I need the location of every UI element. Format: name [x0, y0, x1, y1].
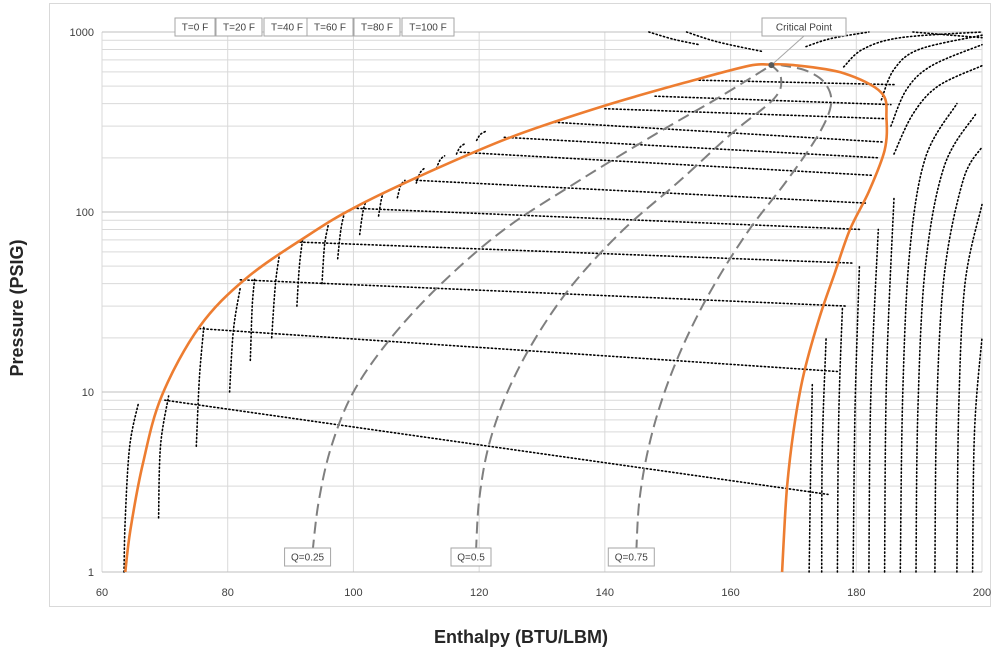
y-tick-label: 1000 [70, 27, 94, 39]
vapor-isotherm-line [883, 196, 895, 573]
vapor-isotherm-line [956, 203, 983, 573]
liquid-isotherm-line [270, 251, 281, 339]
isotherm-plateau-line [415, 179, 867, 204]
liquid-isotherm-line [195, 326, 205, 447]
quality-line [311, 64, 772, 552]
x-tick-label: 100 [344, 587, 362, 599]
critical-point-label: Critical Point [776, 23, 832, 34]
isotherm-label: T=80 F [361, 23, 393, 34]
isotherm-label: T=20 F [223, 23, 255, 34]
x-tick-label: 200 [973, 587, 991, 599]
dome-layer [124, 62, 889, 573]
x-tick-label: 60 [96, 587, 108, 599]
vapor-isotherm-line [971, 337, 983, 573]
y-tick-label: 10 [82, 387, 94, 399]
tick-layer: 60 80 100 120 140 160 180 200 1 10 100 1000 [70, 27, 992, 599]
vapor-isotherm-line [890, 43, 983, 127]
x-tick-label: 180 [847, 587, 865, 599]
vapor-isotherm-line [852, 265, 861, 573]
x-tick-label: 120 [470, 587, 488, 599]
isotherm-label: T=40 F [271, 23, 303, 34]
liquid-isotherm-line [475, 130, 487, 142]
isotherm-layer [123, 31, 983, 573]
x-tick-label: 160 [721, 587, 739, 599]
isotherm-label: T=100 F [409, 23, 447, 34]
vapor-isotherm-line [893, 64, 983, 155]
isotherm-label-box [401, 17, 455, 37]
liquid-isotherm-line [157, 395, 170, 519]
vapor-isotherm-line [836, 305, 844, 573]
quality-label-box [607, 547, 655, 567]
liquid-isotherm-line [321, 223, 330, 285]
liquid-isotherm-line [415, 167, 426, 184]
isotherm-label-box [215, 17, 263, 37]
vapor-isotherm-line [880, 34, 983, 101]
isotherm-label-box [174, 17, 216, 37]
isotherm-plateau-line [352, 207, 861, 231]
isotherm-plateau-line [239, 279, 848, 307]
vapor-isotherm-line [820, 337, 827, 573]
quality-label: Q=0.75 [615, 553, 649, 564]
quality-line [635, 64, 833, 552]
quality-label-box [450, 547, 492, 567]
liquid-isotherm-line [249, 277, 256, 362]
critical-point-label-box [761, 17, 847, 37]
liquid-isotherm-line [435, 155, 446, 170]
vapor-isotherm-line [899, 102, 958, 573]
vapor-isotherm-line [685, 31, 763, 53]
vapor-isotherm-line [648, 31, 700, 46]
y-tick-label: 1 [88, 567, 94, 579]
quality-layer [311, 64, 833, 552]
isotherm-label: T=60 F [314, 23, 346, 34]
liquid-isotherm-line [296, 239, 304, 307]
liquid-isotherm-line [455, 142, 467, 155]
isotherm-plateau-line [164, 399, 829, 496]
liquid-isotherm-line [336, 211, 346, 260]
isotherm-plateau-line [604, 107, 888, 120]
isotherm-plateau-line [198, 327, 839, 373]
vapor-isotherm-line [934, 146, 983, 573]
vapor-isotherm-line [805, 31, 870, 48]
isotherm-label-box [353, 17, 401, 37]
vapor-isotherm-line [868, 228, 880, 573]
quality-label: Q=0.5 [457, 553, 485, 564]
critical-point-leader [771, 35, 805, 66]
grid-layer [101, 31, 983, 573]
isotherm-label-box [306, 17, 354, 37]
quality-line [475, 64, 783, 552]
quality-label: Q=0.25 [291, 553, 325, 564]
vapor-isotherm-line [912, 31, 983, 39]
x-tick-label: 80 [222, 587, 234, 599]
isotherm-plateau-line [459, 151, 873, 177]
vapor-isotherm-line [915, 113, 977, 573]
liquid-isotherm-line [123, 402, 140, 573]
x-tick-label: 140 [596, 587, 614, 599]
isotherm-label: T=0 F [182, 23, 208, 34]
x-axis-title: Enthalpy (BTU/LBM) [434, 627, 608, 647]
quality-label-box [284, 547, 332, 567]
vapor-isotherm-line [808, 383, 814, 573]
callout-layer: T=0 F T=20 F T=40 F T=60 F T=80 F T=100 F Q=0.… [174, 17, 847, 567]
isotherm-plateau-line [503, 136, 880, 159]
isotherm-plateau-line [553, 121, 884, 143]
isotherm-plateau-line [299, 241, 854, 264]
liquid-isotherm-line [228, 286, 242, 393]
critical-point-marker [768, 62, 775, 69]
y-axis-title: Pressure (PSIG) [7, 239, 27, 376]
saturation-dome-line [124, 62, 889, 573]
y-tick-label: 100 [76, 207, 94, 219]
vapor-isotherm-line [842, 31, 983, 68]
